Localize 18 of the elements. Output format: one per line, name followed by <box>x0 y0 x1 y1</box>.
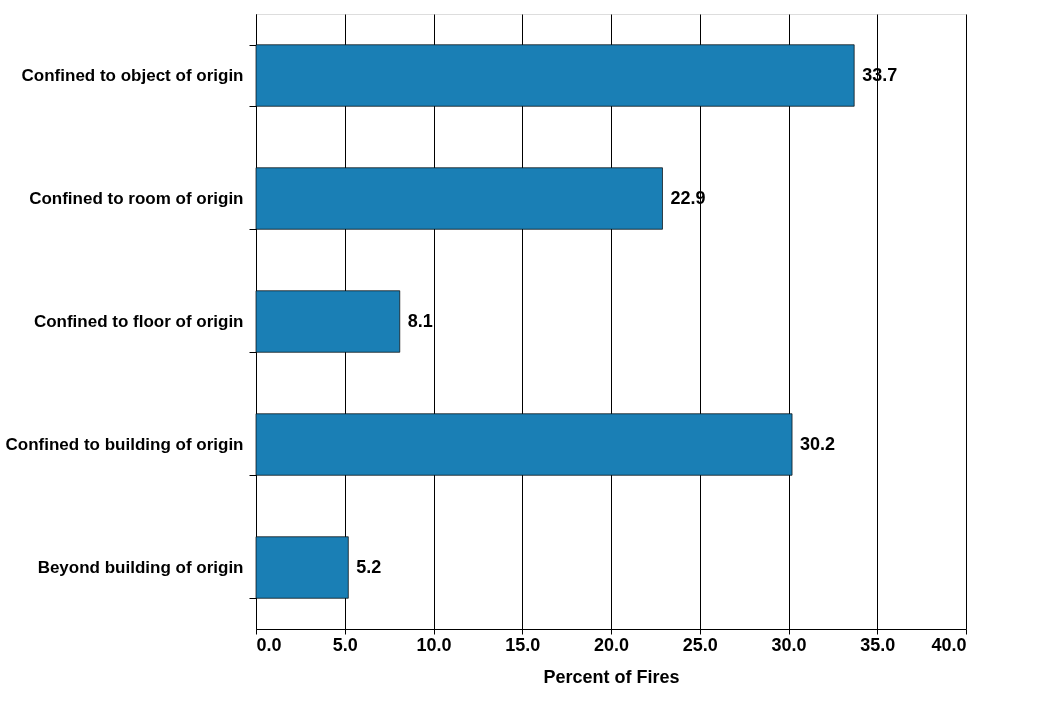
x-tick-label: 20.0 <box>593 634 630 655</box>
data-label: 5.2 <box>356 556 382 577</box>
x-tick-label: 10.0 <box>416 634 452 655</box>
data-label: 8.1 <box>407 310 433 331</box>
x-tick-label: 5.0 <box>332 634 358 655</box>
data-label: 30.2 <box>800 433 836 454</box>
y-tick-label: Confined to object of origin <box>21 66 244 85</box>
y-tick-label: Confined to room of origin <box>29 189 244 208</box>
y-tick-label: Confined to floor of origin <box>33 312 244 331</box>
x-tick-label: 0.0 <box>256 634 282 655</box>
x-tick-label: 25.0 <box>682 634 718 655</box>
x-tick-label: 30.0 <box>771 634 807 655</box>
x-tick-label: 15.0 <box>505 634 541 655</box>
y-tick-label: Confined to building of origin <box>5 435 244 454</box>
x-tick-label: 35.0 <box>860 634 896 655</box>
x-tick-label: 40.0 <box>931 634 967 655</box>
y-tick-label: Beyond building of origin <box>37 558 244 577</box>
x-axis-title: Percent of Fires <box>543 666 680 687</box>
